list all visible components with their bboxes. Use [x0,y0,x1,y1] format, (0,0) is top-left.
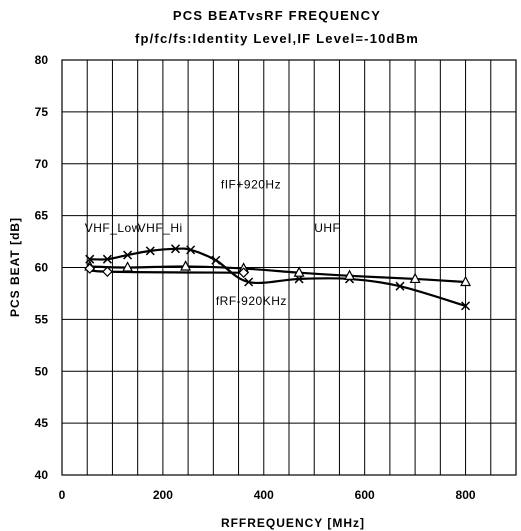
series-line-x [89,247,466,307]
y-tick-label: 70 [35,157,49,171]
grid [62,60,516,475]
y-tick-label: 60 [35,261,49,275]
annotation-label: fRF-920KHz [216,294,287,308]
chart-subtitle: fp/fc/fs:Identity Level,IF Level=-10dBm [135,31,419,46]
x-tick-labels: 0 200 400 600 800 [59,488,476,502]
data-point-triangle-marker [409,272,421,284]
data-point-x-marker [186,245,196,255]
plot-frame [61,59,517,476]
data-point-triangle-marker [344,269,356,280]
data-point-triangle-marker [460,275,472,287]
x-tick-label: 600 [355,488,375,502]
y-tick-label: 75 [35,105,49,119]
data-point-x-marker [102,254,112,264]
y-tick-label: 80 [35,53,49,67]
series-layer [84,244,472,311]
y-tick-label: 40 [35,468,49,482]
y-axis-label: PCS BEAT [dB] [8,217,22,317]
data-point-x-marker [170,244,181,254]
x-axis-label: RFFREQUENCY [MHz] [221,516,365,530]
y-tick-label: 65 [35,209,49,223]
y-tick-label: 50 [35,364,49,378]
data-point-x-marker [85,254,95,264]
data-point-triangle-marker [293,266,305,277]
data-point-x-marker [461,301,471,311]
annotation-label: fIF+920Hz [221,178,281,192]
x-tick-label: 800 [456,488,476,502]
data-point-triangle-marker [180,260,192,271]
y-tick-labels: 40 45 50 55 60 65 70 75 80 [35,53,49,482]
chart-title: PCS BEATvsRF FREQUENCY [173,8,381,23]
data-point-diamond-marker [102,266,113,277]
y-tick-label: 45 [35,416,49,430]
data-point-x-marker [395,281,405,291]
data-point-x-marker [145,246,155,256]
data-point-x-marker [123,250,133,260]
series-line-triangle [89,265,466,284]
data-point-x-marker [244,277,254,287]
data-point-diamond-marker [238,267,249,279]
x-tick-label: 400 [254,488,274,502]
annotation-label: VHF_Low [85,221,141,235]
data-point-diamond-marker [84,263,96,274]
y-tick-label: 55 [35,312,49,326]
data-point-x-marker [211,255,221,265]
annotation-label: UHF [314,221,340,235]
x-tick-label: 0 [59,488,66,502]
x-tick-label: 200 [153,488,173,502]
annotation-label: VHF_Hi [138,221,183,235]
